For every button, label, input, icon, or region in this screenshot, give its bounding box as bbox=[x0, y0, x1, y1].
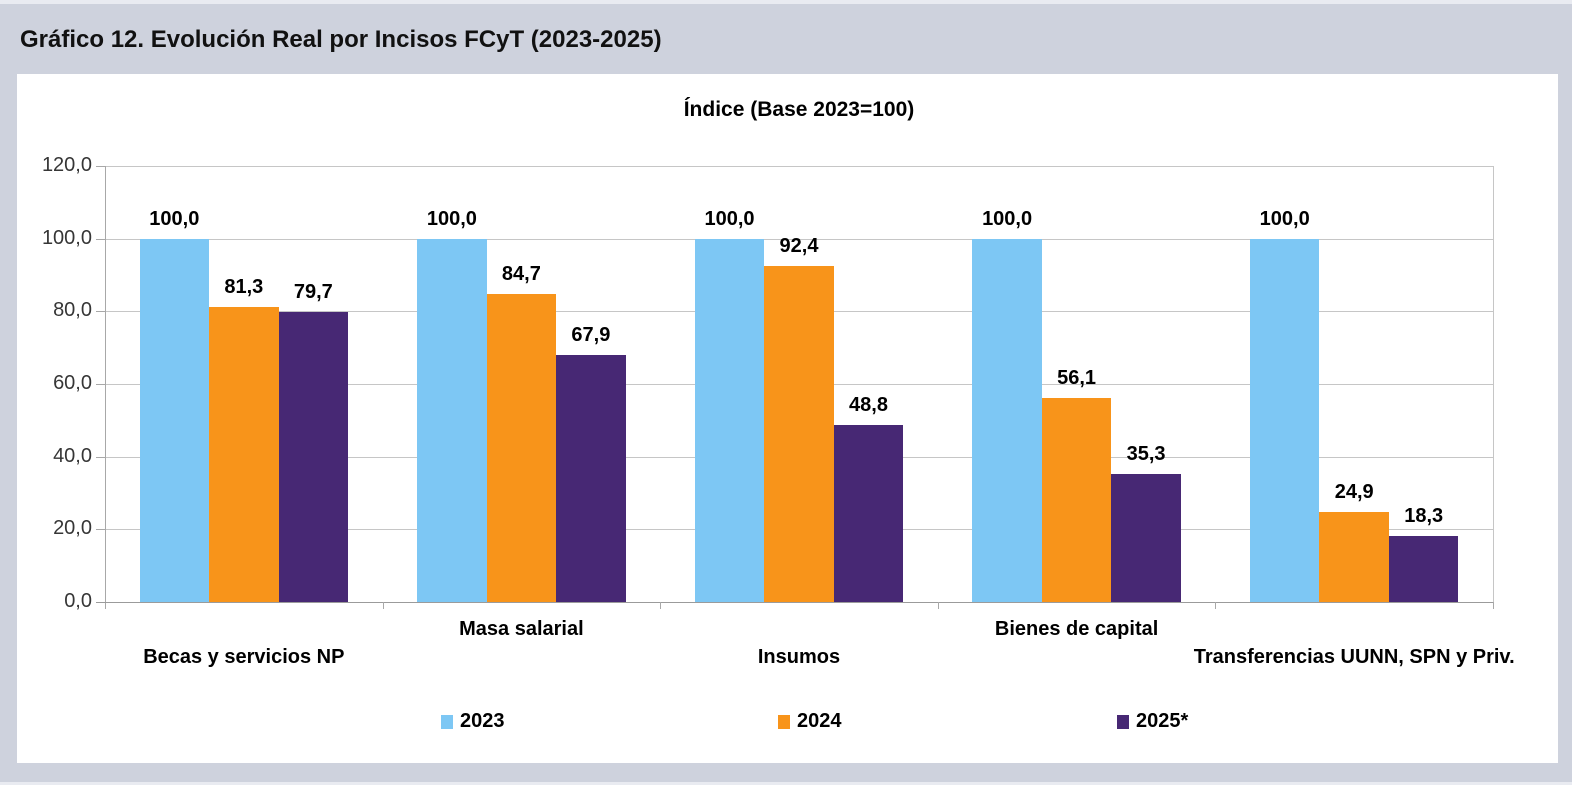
document-title: Gráfico 12. Evolución Real por Incisos F… bbox=[20, 26, 662, 53]
top-edge-strip bbox=[0, 0, 1572, 4]
chart-panel bbox=[17, 74, 1558, 763]
bottom-edge-strip bbox=[0, 782, 1572, 785]
chart-title: Índice (Base 2023=100) bbox=[683, 98, 915, 121]
